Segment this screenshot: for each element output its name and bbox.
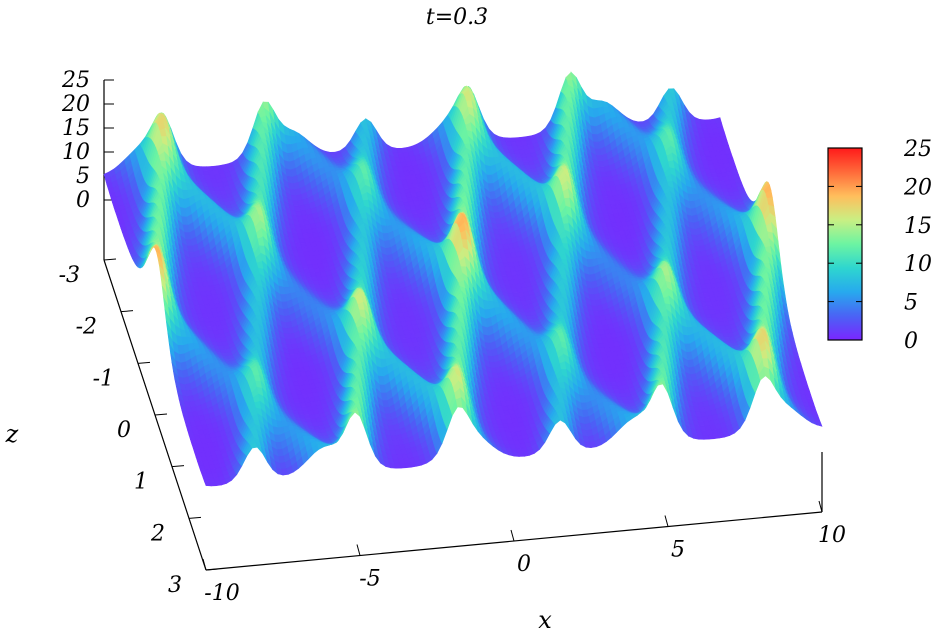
z-axis-ticks: -3 -2 -1 0 1 2 3 (59, 258, 219, 598)
colorbar-tick-label: 20 (903, 175, 932, 200)
vertical-tick-label: 20 (61, 92, 90, 117)
colorbar-tick-label: 25 (903, 137, 932, 162)
z-tick-mark (120, 310, 134, 313)
colorbar-tick-label: 15 (904, 214, 932, 239)
vertical-tick-label: 10 (62, 140, 90, 165)
x-tick-label: 10 (818, 523, 846, 548)
x-axis-label: x (538, 606, 552, 634)
x-tick-mark (356, 544, 361, 556)
x-tick-label: -10 (204, 581, 239, 606)
x-tick-mark (510, 529, 515, 542)
x-tick-label: -5 (359, 567, 380, 592)
colorbar-tick-label: 5 (904, 291, 918, 316)
x-tick-mark (202, 558, 207, 571)
z-tick-label: 0 (117, 418, 131, 443)
z-tick-label: 3 (168, 573, 182, 598)
z-tick-mark (171, 465, 185, 468)
z-tick-label: 2 (150, 521, 165, 546)
vertical-tick-label: 5 (76, 164, 90, 189)
x-tick-label: 0 (517, 552, 531, 577)
z-tick-mark (154, 413, 168, 416)
x-tick-mark (818, 500, 823, 513)
surface-mesh (103, 71, 823, 487)
vertical-tick-label: 25 (61, 68, 90, 93)
x-tick-label: 5 (671, 538, 685, 563)
z-tick-label: -3 (59, 263, 80, 288)
z-tick-label: -1 (93, 366, 114, 391)
vertical-tick-label: 15 (62, 116, 90, 141)
z-axis-label: z (5, 420, 19, 448)
chart-title: t=0.3 (426, 5, 488, 30)
colorbar-tick-label: 10 (904, 252, 932, 277)
colorbar-tick-label: 0 (904, 329, 918, 354)
z-tick-mark (188, 516, 202, 519)
z-tick-label: 1 (134, 470, 148, 495)
colorbar-ticks: 0 5 10 15 20 25 (828, 137, 932, 354)
vertical-tick-label: 0 (76, 188, 90, 213)
z-tick-mark (137, 361, 151, 364)
x-tick-mark (664, 515, 669, 527)
z-tick-label: -2 (76, 315, 97, 340)
x-axis-ticks: -10 -5 0 5 10 (202, 500, 846, 606)
z-tick-mark (205, 568, 219, 571)
colorbar (827, 147, 863, 341)
z-tick-mark (103, 258, 117, 261)
